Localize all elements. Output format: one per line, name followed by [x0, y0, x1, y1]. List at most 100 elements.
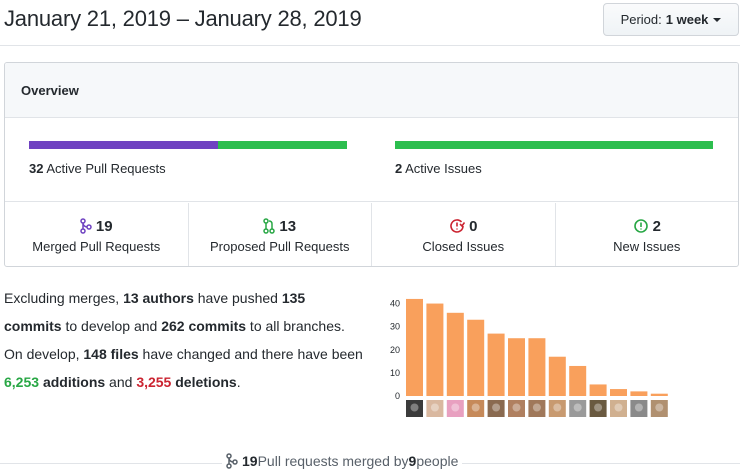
commit-bar[interactable] [650, 393, 668, 396]
active-pr-label: Active Pull Requests [46, 161, 166, 176]
y-tick-label: 0 [395, 391, 400, 401]
author-avatar[interactable] [467, 400, 485, 417]
stat-proposed-pull-requests[interactable]: 13 Proposed Pull Requests [189, 203, 372, 266]
additions-label: additions [42, 374, 106, 390]
git-pull-request-icon [263, 218, 276, 234]
header: January 21, 2019 – January 28, 2019 Peri… [0, 0, 740, 40]
git-merge-icon [80, 218, 92, 234]
period-label: Period: [620, 12, 662, 27]
author-avatar[interactable] [406, 400, 423, 417]
stat-new-issues[interactable]: 2 New Issues [556, 203, 739, 266]
avatar-face [410, 403, 419, 412]
stat-merged-pull-requests[interactable]: 19 Merged Pull Requests [5, 203, 189, 266]
git-merge-icon [226, 453, 238, 469]
author-avatar[interactable] [630, 400, 648, 417]
deletions-count: 3,255 [136, 374, 172, 390]
date-range-title: January 21, 2019 – January 28, 2019 [4, 6, 362, 31]
avatar-face [655, 403, 664, 412]
open-segment [217, 141, 347, 149]
pull-requests-progress-bar[interactable] [29, 141, 347, 149]
avatar-face [471, 403, 480, 412]
merged-segment [29, 141, 218, 149]
summary-text: to develop and [61, 318, 162, 334]
merged-pr-summary: 19 Pull requests merged by 9 people [222, 453, 463, 469]
active-issues-link[interactable]: 2 Active Issues [395, 161, 482, 176]
commit-bar[interactable] [406, 298, 423, 396]
summary-text: have changed and there have been [138, 346, 363, 362]
commit-bar[interactable] [467, 319, 485, 396]
new-issues-count: 2 [652, 217, 661, 235]
overview-stats: 19 Merged Pull Requests 13 Proposed Pull… [5, 203, 739, 266]
commit-bar[interactable] [630, 391, 648, 396]
commits-by-author-chart: 0 10 20 30 40 [380, 288, 700, 423]
avatar-face [430, 403, 439, 412]
author-avatar[interactable] [650, 400, 668, 417]
author-avatar[interactable] [528, 400, 546, 417]
active-pr-count: 32 [29, 161, 44, 176]
avatar-face [594, 403, 603, 412]
open-issues-segment [395, 141, 713, 149]
author-avatar[interactable] [508, 400, 525, 417]
issue-opened-icon [633, 219, 648, 233]
additions-count: 6,253 [4, 374, 40, 390]
active-pull-requests-link[interactable]: 32 Active Pull Requests [29, 161, 166, 176]
footer-text: people [416, 453, 459, 469]
avatar-face [573, 403, 582, 412]
period-select-button[interactable]: Period: 1 week [603, 3, 739, 36]
author-avatar[interactable] [610, 400, 627, 417]
author-avatar[interactable] [589, 400, 607, 417]
issues-progress-bar[interactable] [395, 141, 713, 149]
avatar-face [614, 403, 623, 412]
new-issues-label: New Issues [613, 239, 681, 254]
develop-commits-count: 135 commits [4, 290, 306, 334]
deletions-label: deletions [175, 374, 237, 390]
y-tick-label: 30 [390, 322, 400, 332]
y-tick-label: 10 [390, 368, 400, 378]
period-value: 1 week [665, 12, 709, 27]
commit-bar[interactable] [528, 338, 546, 396]
footer-text: Pull requests merged by [257, 453, 409, 469]
overview-panel: Overview 32 Active Pull Requests 2 Activ… [4, 62, 739, 267]
author-avatar[interactable] [426, 400, 444, 417]
overview-bars: 32 Active Pull Requests 2 Active Issues [5, 119, 738, 202]
commit-bar[interactable] [426, 303, 444, 396]
commit-bar[interactable] [569, 365, 587, 396]
summary-text: Excluding merges, [4, 290, 124, 306]
people-count: 9 [408, 453, 417, 469]
summary-text: . [236, 374, 241, 390]
commit-summary: Excluding merges, 13 authors have pushed… [4, 284, 364, 396]
commit-bar[interactable] [487, 333, 505, 396]
avatar-face [512, 403, 521, 412]
issue-closed-icon [450, 219, 466, 233]
merged-count: 19 [95, 217, 113, 235]
files-changed-count: 148 files [83, 346, 139, 362]
closed-label: Closed Issues [422, 239, 505, 254]
y-tick-label: 40 [390, 299, 400, 309]
author-avatar[interactable] [446, 400, 464, 417]
summary-text: to all branches. On develop, [4, 318, 345, 362]
proposed-count: 13 [279, 217, 297, 235]
avatar-face [492, 403, 501, 412]
merged-pr-count: 19 [242, 453, 258, 469]
overview-title: Overview [5, 63, 738, 118]
merged-label: Merged Pull Requests [32, 239, 161, 254]
commits-bar-chart: 0 10 20 30 40 [390, 298, 668, 417]
all-commits-count: 262 commits [161, 318, 247, 334]
avatar-face [451, 403, 460, 412]
commit-bar[interactable] [446, 312, 464, 396]
summary-text: and [105, 374, 137, 390]
closed-count: 0 [469, 217, 478, 235]
author-avatar[interactable] [548, 400, 566, 417]
header-divider [0, 45, 740, 46]
active-issues-count: 2 [395, 161, 403, 176]
avatar-face [532, 403, 541, 412]
stat-closed-issues[interactable]: 0 Closed Issues [372, 203, 556, 266]
caret-down-icon [713, 18, 722, 22]
author-avatar[interactable] [569, 400, 587, 417]
commit-bar[interactable] [548, 356, 566, 396]
commit-bar[interactable] [610, 389, 627, 396]
commit-bar[interactable] [589, 384, 607, 396]
author-avatar[interactable] [487, 400, 505, 417]
avatar-face [634, 403, 643, 412]
commit-bar[interactable] [508, 338, 525, 396]
